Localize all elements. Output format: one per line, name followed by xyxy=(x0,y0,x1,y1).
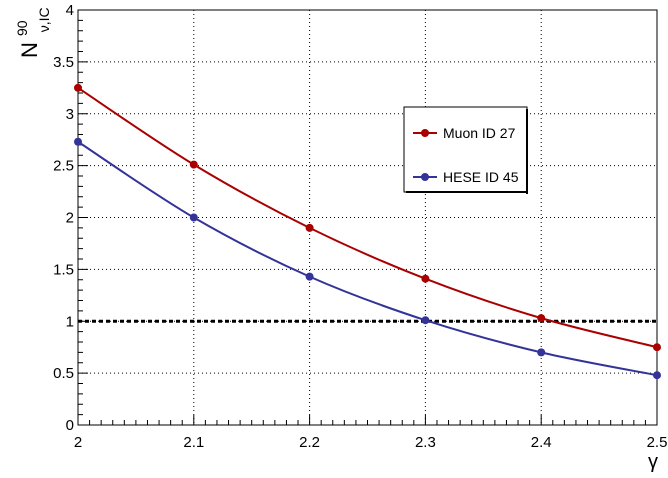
legend-label-0: Muon ID 27 xyxy=(443,125,516,141)
x-tick-label: 2.3 xyxy=(415,434,436,451)
series-point-1-0 xyxy=(74,137,82,146)
x-tick-label: 2.2 xyxy=(299,434,320,451)
series-point-0-0 xyxy=(74,83,82,92)
legend-marker-0 xyxy=(421,129,429,137)
legend-marker-1 xyxy=(421,173,429,181)
y-tick-label: 4 xyxy=(66,2,74,19)
y-tick-label: 1 xyxy=(66,313,74,330)
x-axis-label: γ xyxy=(648,451,658,473)
series-point-0-2 xyxy=(305,223,314,232)
series-point-0-4 xyxy=(537,314,546,323)
y-axis-label-superscript: 90 xyxy=(14,20,30,36)
y-axis-label: N 90 ν,IC xyxy=(7,7,52,58)
y-axis-label-base: N xyxy=(17,42,42,58)
series-point-1-3 xyxy=(421,316,430,325)
series-line-1 xyxy=(77,140,658,377)
series-point-0-1 xyxy=(189,160,198,169)
y-axis-label-subscript: ν,IC xyxy=(36,7,52,32)
x-tick-label: 2 xyxy=(74,434,82,451)
series-line-0 xyxy=(77,86,658,349)
legend: Muon ID 27 HESE ID 45 xyxy=(403,106,528,194)
series-point-0-5 xyxy=(653,343,661,352)
data-layer xyxy=(74,83,661,380)
y-tick-label: 0 xyxy=(66,417,74,434)
series-point-0-3 xyxy=(421,274,430,283)
x-tick-label: 2.4 xyxy=(531,434,552,451)
series-point-1-4 xyxy=(537,348,546,357)
x-tick-label: 2.5 xyxy=(647,434,668,451)
y-tick-label: 2 xyxy=(66,210,74,227)
series-point-1-2 xyxy=(305,272,314,281)
y-tick-label: 3.5 xyxy=(53,54,74,71)
y-tick-label: 1.5 xyxy=(53,261,74,278)
axis-layer: 2 2.1 2.2 2.3 2.4 2.5 0 0.5 1 1.5 2 2.5 3 3.5 4 xyxy=(53,2,667,451)
series-point-1-1 xyxy=(189,213,198,222)
y-tick-label: 2.5 xyxy=(53,158,74,175)
y-tick-label: 3 xyxy=(66,106,74,123)
y-tick-label: 0.5 xyxy=(53,365,74,382)
legend-label-1: HESE ID 45 xyxy=(443,169,519,185)
x-tick-label: 2.1 xyxy=(183,434,204,451)
series-point-1-5 xyxy=(653,371,661,380)
